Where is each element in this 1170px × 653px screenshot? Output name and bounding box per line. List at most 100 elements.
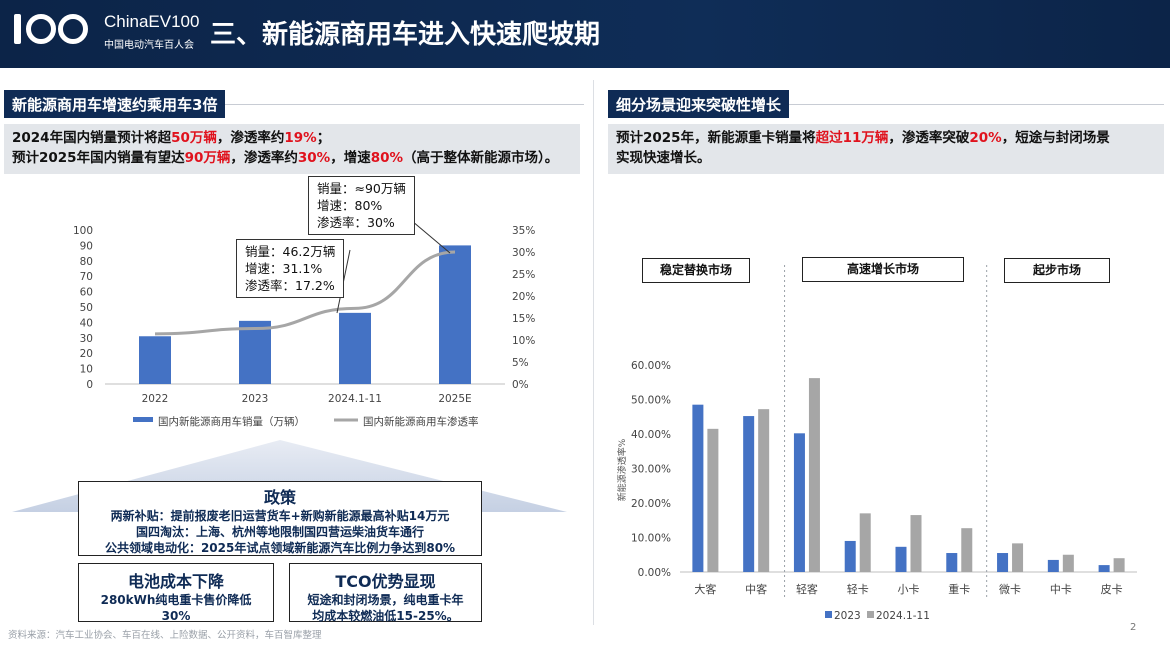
battery-line-1: 280kWh纯电重卡售价降低 [100, 593, 252, 607]
x-tick-label: 2025E [438, 393, 471, 405]
left-summary-line2: 预计2025年国内销量有望达90万辆，渗透率约30%，增速80%（高于整体新能源… [12, 150, 559, 166]
logo-text: ChinaEV100 [104, 12, 200, 31]
y-right-tick: 20% [512, 291, 535, 303]
left-divider [4, 104, 584, 105]
segment-bar [910, 515, 922, 572]
y-left-tick: 20 [80, 348, 93, 360]
segment-bar [692, 404, 704, 572]
sales-bar [339, 312, 371, 384]
header-bar: ChinaEV100 中国电动汽车百人会 三、新能源商用车进入快速爬坡期 [0, 0, 1170, 68]
x-tick-label: 微卡 [999, 582, 1021, 596]
x-tick-label: 重卡 [948, 582, 970, 596]
right-summary-line2: 实现快速增长。 [616, 150, 711, 166]
y-right-tick: 5% [512, 357, 529, 369]
legend-line-label: 国内新能源商用车渗透率 [363, 415, 479, 428]
x-tick-label: 皮卡 [1101, 583, 1123, 596]
y-tick: 40.00% [631, 429, 671, 441]
segment-bar [997, 553, 1009, 572]
right-divider [608, 104, 1164, 105]
logo-ring-1 [26, 14, 56, 44]
group-label-stable: 稳定替换市场 [642, 258, 750, 283]
y-left-tick: 90 [80, 240, 93, 252]
x-tick-label: 轻客 [796, 582, 818, 596]
y-left-tick: 80 [80, 256, 93, 268]
tco-line-2: 均成本较燃油低15-25%。 [312, 609, 459, 623]
logo-subtext: 中国电动汽车百人会 [104, 40, 194, 51]
segment-bar [1047, 559, 1059, 572]
x-tick-label: 轻卡 [847, 582, 869, 596]
logo-mark [14, 14, 21, 44]
x-tick-label: 大客 [694, 582, 716, 596]
battery-line-2: 30% [161, 609, 191, 623]
y-tick: 50.00% [631, 395, 671, 407]
policy-line-3: 公共领域电动化：2025年试点领域新能源汽车比例力争达到80% [104, 541, 456, 555]
legend-bar-label: 国内新能源商用车销量（万辆） [158, 415, 305, 428]
y-right-tick: 30% [512, 247, 535, 259]
column-separator [593, 80, 594, 625]
page-number: 2 [1130, 622, 1137, 633]
sales-bar [139, 336, 171, 384]
y-right-tick: 10% [512, 335, 535, 347]
callout-2024: 销量：46.2万辆 增速：31.1% 渗透率：17.2% [236, 239, 345, 298]
segment-bar [808, 378, 820, 572]
callout-2025-pointer [411, 220, 451, 254]
left-summary: 2024年国内销量预计将超50万辆，渗透率约19%； 预计2025年国内销量有望… [4, 124, 580, 174]
segment-penetration-chart: 0.00% 10.00% 20.00% 30.00% 40.00% 50.00% 60.00… [616, 265, 1137, 622]
y-right-tick: 25% [512, 269, 535, 281]
callout-2025: 销量：≈90万辆 增速：80% 渗透率：30% [308, 176, 415, 235]
y-tick: 0.00% [638, 567, 671, 579]
x-tick-label: 2022 [142, 393, 169, 405]
y-left-tick: 30 [80, 333, 93, 345]
legend-swatch-2024 [867, 611, 874, 618]
y-left-tick: 100 [73, 225, 93, 237]
y-tick: 10.00% [631, 533, 671, 545]
sales-bar [239, 320, 271, 384]
segment-bar [707, 428, 719, 572]
segment-bar [1012, 543, 1024, 572]
y-right-tick: 35% [512, 225, 535, 237]
penetration-line [154, 250, 456, 336]
segment-bar [743, 416, 755, 572]
segment-bar [1062, 554, 1074, 572]
x-tick-label: 中客 [745, 582, 767, 596]
left-section-title: 新能源商用车增速约乘用车3倍 [4, 90, 226, 118]
y-tick: 20.00% [631, 498, 671, 510]
y-axis-label: 新能源渗透率% [616, 438, 628, 501]
legend-bar-swatch [133, 417, 153, 422]
y-left-tick: 70 [80, 271, 93, 283]
group-label-starting: 起步市场 [1004, 258, 1110, 283]
y-left-tick: 10 [80, 364, 93, 376]
y-tick: 60.00% [631, 360, 671, 372]
segment-bar [961, 528, 973, 572]
x-tick-label: 小卡 [898, 583, 920, 596]
group-label-growth: 高速增长市场 [802, 257, 964, 282]
y-right-tick: 0% [512, 379, 529, 391]
policy-line-2: 国四淘汰：上海、杭州等地限制国四营运柴油货车通行 [135, 525, 424, 539]
segment-bar [859, 513, 871, 572]
segment-bar [793, 433, 805, 572]
y-left-tick: 40 [80, 317, 93, 329]
policy-line-1: 两新补贴：提前报废老旧运营货车+新购新能源最高补贴14万元 [110, 509, 450, 523]
y-tick: 30.00% [631, 464, 671, 476]
right-summary-line1: 预计2025年，新能源重卡销量将超过11万辆，渗透率突破20%，短途与封闭场景 [616, 130, 1110, 146]
battery-title: 电池成本下降 [127, 572, 224, 591]
segment-bar [895, 546, 907, 572]
tco-line-1: 短途和封闭场景，纯电重卡年 [307, 593, 464, 607]
legend-swatch-2023 [825, 611, 832, 618]
right-summary: 预计2025年，新能源重卡销量将超过11万辆，渗透率突破20%，短途与封闭场景 … [608, 124, 1164, 174]
right-section-title: 细分场景迎来突破性增长 [608, 90, 790, 118]
segment-bar [1098, 565, 1110, 572]
x-tick-label: 2024.1-11 [328, 393, 382, 405]
legend-label-2023: 2023 [834, 610, 861, 622]
segment-bar [1113, 558, 1125, 572]
y-left-tick: 0 [86, 379, 93, 391]
sales-penetration-chart: 0 10 20 30 40 50 60 70 80 90 100 0% 5% 10% 15% 20% 25% 30… [73, 220, 535, 428]
x-tick-label: 2023 [242, 393, 269, 405]
logo-ring-2 [58, 14, 88, 44]
left-summary-line1: 2024年国内销量预计将超50万辆，渗透率约19%； [12, 130, 331, 146]
policy-title: 政策 [263, 488, 296, 507]
y-left-tick: 50 [80, 302, 93, 314]
tco-title: TCO优势显现 [335, 572, 436, 591]
tco-box: TCO优势显现 短途和封闭场景，纯电重卡年 均成本较燃油低15-25%。 [289, 563, 482, 623]
segment-bar [844, 540, 856, 572]
